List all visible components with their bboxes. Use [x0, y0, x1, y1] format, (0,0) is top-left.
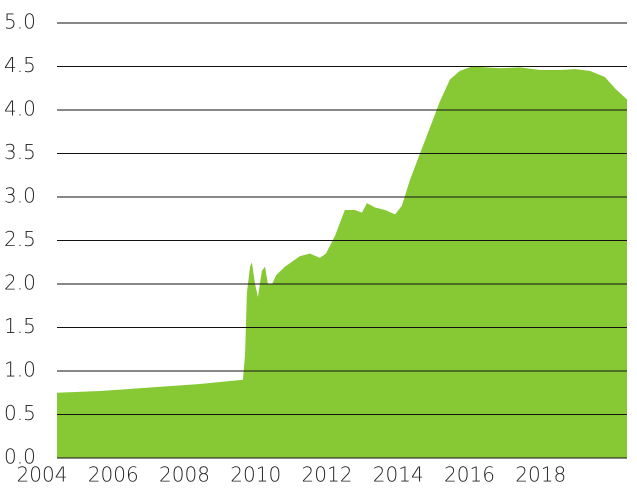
y-tick-label: 4.0: [4, 97, 36, 121]
x-tick-label: 2008: [159, 463, 210, 487]
x-tick-label: 2012: [302, 463, 353, 487]
y-tick-label: 2.5: [4, 227, 36, 251]
x-tick-label: 2006: [88, 463, 139, 487]
y-tick-label: 2.0: [4, 271, 36, 295]
y-tick-label: 0.5: [4, 401, 36, 425]
y-tick-label: 4.5: [4, 53, 36, 77]
x-tick-label: 2014: [373, 463, 424, 487]
x-tick-label: 2016: [444, 463, 495, 487]
x-tick-label: 2010: [230, 463, 281, 487]
x-tick-label: 2004: [17, 463, 68, 487]
y-tick-label: 3.0: [4, 184, 36, 208]
y-tick-label: 5.0: [4, 10, 36, 34]
y-tick-label: 3.5: [4, 140, 36, 164]
area: [57, 66, 627, 458]
y-tick-label: 1.0: [4, 358, 36, 382]
x-tick-label: 2018: [515, 463, 566, 487]
y-tick-label: 1.5: [4, 314, 36, 338]
y-tick-label: 0.0: [4, 445, 36, 469]
